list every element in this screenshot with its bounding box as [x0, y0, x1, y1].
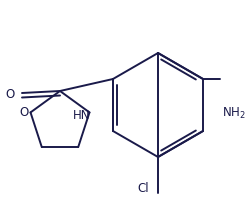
Text: NH$_2$: NH$_2$ — [221, 105, 245, 121]
Text: Cl: Cl — [137, 182, 148, 195]
Text: HN: HN — [73, 109, 90, 122]
Text: O: O — [19, 106, 28, 119]
Text: O: O — [5, 88, 15, 102]
